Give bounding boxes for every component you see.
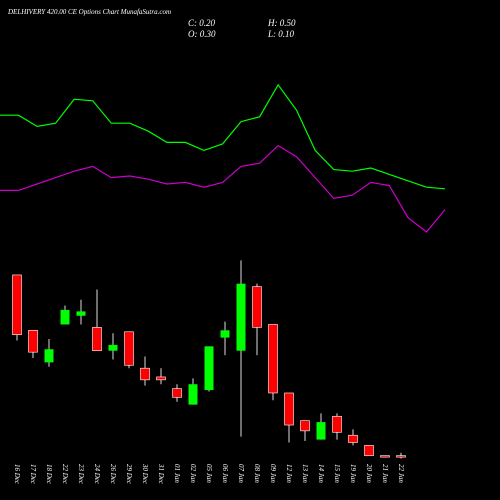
x-tick-label: 26 Dec bbox=[109, 464, 117, 485]
x-tick-label: 12 Jan bbox=[285, 464, 293, 483]
x-tick-label: 30 Dec bbox=[141, 463, 149, 485]
candle-body bbox=[60, 309, 70, 325]
x-tick-label: 18 Dec bbox=[45, 464, 53, 485]
x-tick-label: 22 Jan bbox=[397, 464, 405, 483]
line-series bbox=[0, 144, 446, 233]
candle-body bbox=[236, 283, 246, 351]
candle-body bbox=[12, 274, 22, 335]
candle-body bbox=[108, 344, 118, 351]
candle-body bbox=[252, 286, 262, 328]
x-tick-label: 01 Jan bbox=[173, 464, 181, 483]
candle-body bbox=[364, 445, 374, 456]
candle-body bbox=[124, 331, 134, 366]
x-tick-label: 14 Jan bbox=[317, 464, 325, 483]
candle-body bbox=[300, 420, 310, 432]
candle-body bbox=[44, 349, 54, 363]
x-tick-label: 23 Dec bbox=[77, 464, 85, 485]
candle-body bbox=[348, 434, 358, 443]
x-tick-label: 29 Dec bbox=[125, 464, 133, 485]
candle-body bbox=[396, 455, 406, 458]
x-tick-label: 17 Dec bbox=[29, 464, 37, 485]
x-tick-label: 16 Dec bbox=[13, 464, 21, 485]
candle-body bbox=[204, 346, 214, 391]
x-tick-label: 07 Jan bbox=[237, 464, 245, 483]
high-info: H: 0.50 bbox=[267, 18, 296, 28]
line-series bbox=[0, 83, 446, 190]
candle-body bbox=[380, 455, 390, 458]
x-tick-label: 24 Dec bbox=[93, 464, 101, 485]
x-tick-label: 15 Jan bbox=[333, 464, 341, 483]
candle-body bbox=[268, 324, 278, 394]
x-tick-label: 06 Jan bbox=[221, 464, 229, 483]
candle-body bbox=[92, 327, 102, 352]
x-tick-label: 02 Jan bbox=[189, 464, 197, 483]
x-tick-label: 20 Jan bbox=[365, 464, 373, 483]
close-info: C: 0.20 bbox=[188, 18, 216, 28]
candle-body bbox=[220, 330, 230, 338]
candle-body bbox=[316, 422, 326, 440]
x-tick-label: 13 Jan bbox=[301, 464, 309, 483]
x-tick-label: 05 Jan bbox=[205, 464, 213, 483]
candle-body bbox=[76, 311, 86, 316]
x-tick-label: 09 Jan bbox=[269, 464, 277, 483]
x-tick-label: 22 Dec bbox=[61, 464, 69, 485]
x-tick-label: 19 Jan bbox=[349, 464, 357, 483]
x-tick-label: 31 Dec bbox=[157, 463, 165, 485]
candle-body bbox=[332, 415, 342, 433]
x-tick-label: 08 Jan bbox=[253, 464, 261, 483]
candle-body bbox=[140, 367, 150, 381]
low-info: L: 0.10 bbox=[267, 29, 295, 39]
candle-body bbox=[28, 330, 38, 353]
candle-body bbox=[284, 392, 294, 426]
candle-body bbox=[172, 388, 182, 398]
candle-body bbox=[188, 384, 198, 405]
candle-body bbox=[156, 376, 166, 381]
chart-title: DELHIVERY 420.00 CE Options Chart Munafa… bbox=[7, 8, 171, 16]
open-info: O: 0.30 bbox=[188, 29, 216, 39]
x-tick-label: 21 Jan bbox=[381, 464, 389, 483]
